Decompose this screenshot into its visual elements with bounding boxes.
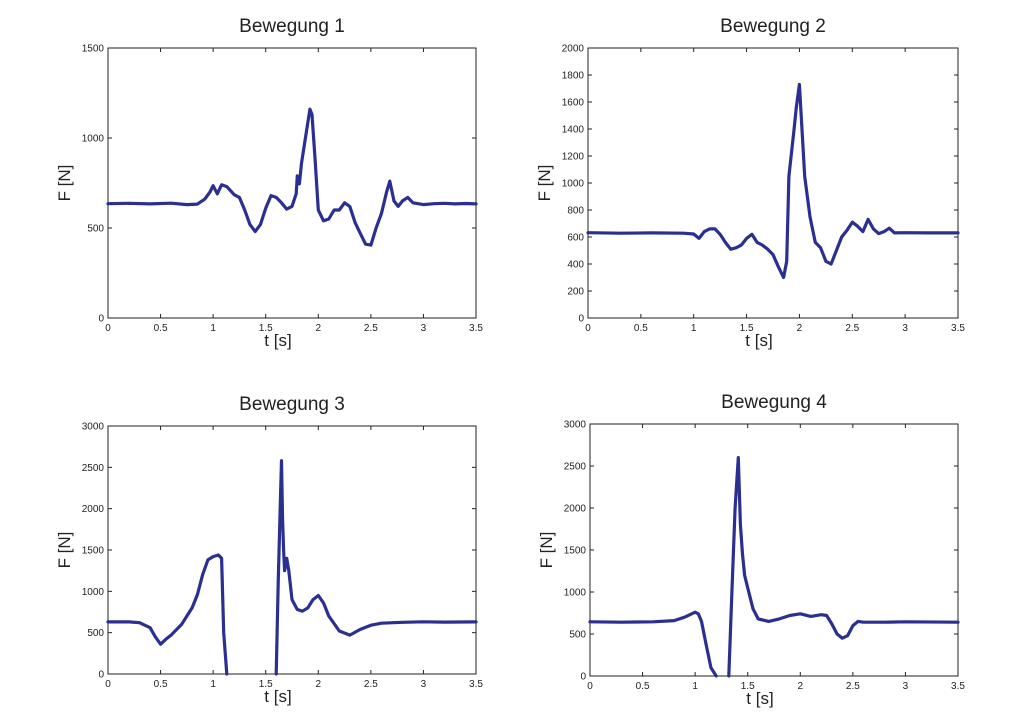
x-tick-label: 2.5 bbox=[364, 323, 378, 334]
x-axis-label: t [s] bbox=[264, 687, 291, 706]
y-tick-label: 2000 bbox=[564, 504, 587, 515]
chart-title: Bewegung 1 bbox=[239, 16, 345, 37]
y-tick-label: 0 bbox=[578, 314, 584, 325]
x-tick-label: 2 bbox=[316, 679, 322, 690]
chart-title: Bewegung 3 bbox=[239, 394, 345, 415]
y-tick-label: 1200 bbox=[562, 152, 585, 163]
chart-panel-4: Bewegung 4 0 0.5 1 1.5 2 2.5 3 3.5 0 500 1000 1500 20… bbox=[537, 392, 965, 708]
x-tick-label: 2 bbox=[316, 323, 322, 334]
y-axis-label: F [N] bbox=[537, 532, 556, 569]
y-axis-label: F [N] bbox=[55, 532, 74, 569]
x-axis-label: t [s] bbox=[745, 331, 772, 350]
y-tick-label: 600 bbox=[567, 233, 584, 244]
y-tick-label: 3000 bbox=[82, 422, 105, 433]
y-tick-label: 0 bbox=[98, 314, 104, 325]
x-tick-label: 0 bbox=[105, 323, 111, 334]
y-tick-label: 800 bbox=[567, 206, 584, 217]
x-axis-label: t [s] bbox=[264, 331, 291, 350]
y-tick-label: 1000 bbox=[562, 179, 585, 190]
series-line-1 bbox=[106, 107, 478, 247]
x-tick-label: 0.5 bbox=[154, 679, 168, 690]
y-tick-label: 1500 bbox=[564, 546, 587, 557]
x-tick-label: 3 bbox=[421, 323, 427, 334]
x-tick-label: 2.5 bbox=[846, 681, 860, 692]
y-tick-label: 1800 bbox=[562, 71, 585, 82]
series-line-2 bbox=[274, 459, 478, 676]
y-tick-label: 1500 bbox=[82, 44, 105, 55]
x-tick-label: 3.5 bbox=[469, 323, 483, 334]
x-tick-label: 1 bbox=[210, 323, 216, 334]
x-tick-label: 3 bbox=[421, 679, 427, 690]
chart-panel-1: Bewegung 1 0 0.5 1 1.5 2 2.5 3 3.5 0 500 1000 1500 t … bbox=[55, 16, 483, 350]
x-tick-label: 2 bbox=[798, 681, 804, 692]
y-tick-label: 500 bbox=[569, 630, 586, 641]
x-tick-label: 1.5 bbox=[740, 323, 754, 334]
x-tick-label: 2.5 bbox=[364, 679, 378, 690]
x-tick-label: 3 bbox=[903, 681, 909, 692]
x-tick-label: 0 bbox=[105, 679, 111, 690]
y-tick-label: 0 bbox=[98, 670, 104, 681]
chart-title: Bewegung 4 bbox=[721, 392, 827, 413]
y-tick-label: 2500 bbox=[82, 463, 105, 474]
x-tick-label: 1.5 bbox=[259, 679, 273, 690]
x-axis-label: t [s] bbox=[746, 689, 773, 708]
x-tick-label: 2.5 bbox=[845, 323, 859, 334]
series-line-1 bbox=[586, 82, 960, 280]
plot-area-frame bbox=[589, 423, 959, 677]
chart-panel-3: Bewegung 3 0 0.5 1 1.5 2 2.5 3 3.5 0 500 1000 1500 20… bbox=[55, 394, 483, 706]
x-tick-label: 0.5 bbox=[636, 681, 650, 692]
y-tick-label: 0 bbox=[580, 672, 586, 683]
y-tick-label: 1000 bbox=[82, 587, 105, 598]
chart-panel-2: Bewegung 2 0 0.5 1 1.5 2 2.5 3 3.5 0 200 400 600 800 1… bbox=[535, 16, 965, 350]
plot-area-frame bbox=[587, 47, 959, 319]
x-tick-label: 0.5 bbox=[154, 323, 168, 334]
y-tick-label: 1400 bbox=[562, 125, 585, 136]
y-tick-label: 1500 bbox=[82, 546, 105, 557]
x-tick-label: 3 bbox=[902, 323, 908, 334]
x-tick-label: 1 bbox=[691, 323, 697, 334]
x-tick-label: 1 bbox=[692, 681, 698, 692]
x-tick-label: 0 bbox=[585, 323, 591, 334]
x-tick-label: 1 bbox=[210, 679, 216, 690]
series-line-1 bbox=[106, 553, 229, 676]
x-tick-label: 3.5 bbox=[951, 681, 965, 692]
y-axis-label: F [N] bbox=[535, 165, 554, 202]
y-tick-label: 2500 bbox=[564, 462, 587, 473]
y-tick-label: 500 bbox=[87, 224, 104, 235]
plot-area-frame bbox=[107, 47, 477, 319]
x-tick-label: 2 bbox=[797, 323, 803, 334]
y-tick-label: 2000 bbox=[562, 44, 585, 55]
x-tick-label: 0 bbox=[587, 681, 593, 692]
series-line-1 bbox=[588, 610, 718, 678]
y-axis-label: F [N] bbox=[55, 165, 74, 202]
x-tick-label: 1.5 bbox=[741, 681, 755, 692]
y-tick-label: 3000 bbox=[564, 420, 587, 431]
y-tick-label: 200 bbox=[567, 287, 584, 298]
x-tick-label: 0.5 bbox=[634, 323, 648, 334]
y-tick-label: 1000 bbox=[82, 134, 105, 145]
y-tick-label: 400 bbox=[567, 260, 584, 271]
y-tick-label: 1000 bbox=[564, 588, 587, 599]
plot-area-frame bbox=[107, 425, 477, 675]
x-tick-label: 3.5 bbox=[951, 323, 965, 334]
y-tick-label: 2000 bbox=[82, 504, 105, 515]
x-tick-label: 3.5 bbox=[469, 679, 483, 690]
x-tick-label: 1.5 bbox=[259, 323, 273, 334]
series-line-2 bbox=[727, 456, 960, 678]
y-tick-label: 500 bbox=[87, 628, 104, 639]
y-tick-label: 1600 bbox=[562, 98, 585, 109]
chart-title: Bewegung 2 bbox=[720, 16, 826, 37]
